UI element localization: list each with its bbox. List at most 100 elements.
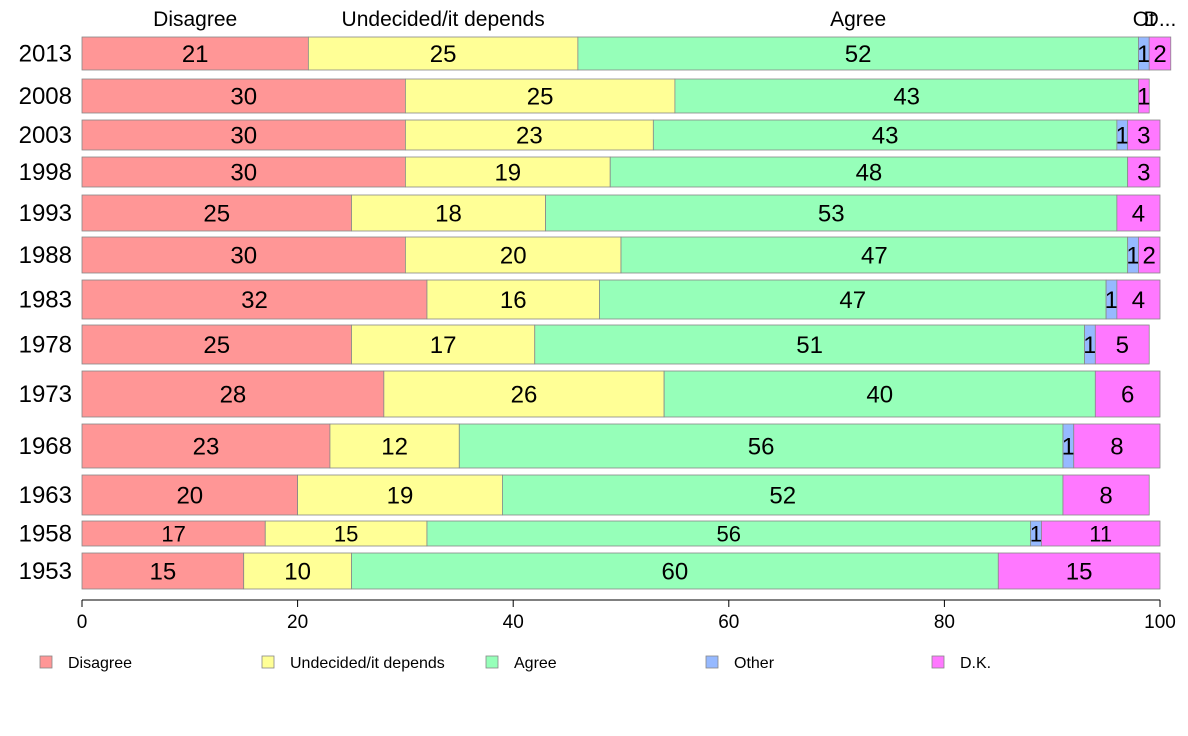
x-tick-label: 80 — [934, 612, 955, 633]
data-label: 30 — [230, 84, 257, 111]
data-label: 3 — [1137, 123, 1150, 150]
data-label: 30 — [230, 123, 257, 150]
bar-segment — [1041, 520, 1161, 547]
data-label: 17 — [161, 521, 185, 546]
data-label: 19 — [494, 160, 521, 187]
bar-segment — [351, 194, 546, 232]
bar-segment — [1138, 78, 1150, 114]
data-label: 1 — [1116, 123, 1129, 150]
data-label: 32 — [241, 287, 268, 314]
bar-segment — [329, 423, 460, 469]
column-header-label: Disagree — [153, 8, 237, 31]
data-label: 51 — [796, 332, 823, 359]
data-label: 16 — [500, 287, 527, 314]
bar-segment — [1116, 279, 1161, 320]
data-label: 40 — [866, 382, 893, 409]
data-label: 18 — [435, 201, 462, 228]
bar-segment — [426, 279, 600, 320]
data-label: 8 — [1110, 434, 1123, 461]
data-label: 53 — [818, 201, 845, 228]
x-axis: 0 20 40 60 80 100 — [77, 599, 1176, 633]
y-tick-label: 1953 — [19, 558, 72, 585]
y-tick-label: 1998 — [19, 159, 72, 186]
bar-segment — [81, 324, 352, 365]
data-label: 2 — [1143, 243, 1156, 270]
data-label: 1 — [1137, 84, 1150, 111]
data-label: 17 — [430, 332, 457, 359]
bar-segment — [383, 370, 665, 418]
data-label: 8 — [1099, 483, 1112, 510]
data-label: 1 — [1126, 243, 1139, 270]
y-tick-label: 1958 — [19, 521, 72, 548]
data-label: 1 — [1105, 287, 1118, 314]
bar-segment — [1094, 324, 1150, 365]
data-label: 56 — [748, 434, 775, 461]
data-label: 25 — [203, 332, 230, 359]
y-tick-label: 2003 — [19, 122, 72, 149]
legend-swatch — [705, 655, 719, 669]
data-label: 4 — [1132, 201, 1145, 228]
y-tick-label: 1978 — [19, 332, 72, 359]
y-tick-label: 1973 — [19, 381, 72, 408]
data-label: 15 — [149, 559, 176, 586]
bar-segment — [997, 552, 1161, 590]
y-tick-label: 2008 — [19, 83, 72, 110]
bar-segment — [1073, 423, 1161, 469]
bar-segment — [351, 324, 536, 365]
bar-segment — [81, 279, 428, 320]
data-label: 4 — [1132, 287, 1145, 314]
bar-segment — [674, 78, 1139, 114]
y-tick-label: 2013 — [19, 41, 72, 68]
bar-segment — [81, 552, 245, 590]
data-label: 1 — [1062, 434, 1075, 461]
bar-segment — [404, 156, 611, 188]
y-tick-label: 1963 — [19, 482, 72, 509]
data-label: 12 — [381, 434, 408, 461]
bar-segment — [81, 156, 406, 188]
data-label: 1 — [1030, 521, 1042, 546]
bar-segment — [458, 423, 1064, 469]
data-label: 15 — [1066, 559, 1093, 586]
bar-segment — [81, 370, 385, 418]
data-label: 3 — [1137, 160, 1150, 187]
column-header-label: Ot — [1133, 8, 1155, 31]
x-tick-label: 60 — [718, 612, 739, 633]
data-label: 25 — [203, 201, 230, 228]
data-label: 1 — [1083, 332, 1096, 359]
data-label: 25 — [430, 41, 457, 68]
bar-segment — [404, 236, 622, 274]
bar-segment — [502, 474, 1064, 516]
bar-segment — [1062, 474, 1150, 516]
bar-segment — [351, 552, 999, 590]
data-label: 43 — [872, 123, 899, 150]
bar-segment — [81, 423, 331, 469]
bar-segment — [81, 474, 299, 516]
bar-segment — [663, 370, 1096, 418]
data-label: 47 — [839, 287, 866, 314]
y-tick-label: 1993 — [19, 200, 72, 227]
bar-segment — [243, 552, 352, 590]
y-tick-label: 1968 — [19, 433, 72, 460]
bar-segment — [652, 119, 1118, 151]
data-label: 23 — [516, 123, 543, 150]
bar-segment — [545, 194, 1118, 232]
x-tick-label: 40 — [503, 612, 524, 633]
data-label: 28 — [220, 382, 247, 409]
data-label: 52 — [845, 41, 872, 68]
bar-area: 21 25 52 1 230 25 43 130 23 43 1 330 19 48 325 18 53 430 2… — [81, 36, 1172, 590]
data-label: 43 — [893, 84, 920, 111]
bar-segment — [599, 279, 1107, 320]
x-tick-label: 0 — [77, 612, 88, 633]
bar-segment — [1094, 370, 1161, 418]
data-label: 6 — [1121, 382, 1134, 409]
bar-segment — [81, 520, 266, 547]
data-label: 5 — [1116, 332, 1129, 359]
bar-segment — [620, 236, 1129, 274]
data-label: 52 — [769, 483, 796, 510]
data-label: 30 — [230, 243, 257, 270]
x-tick-label: 100 — [1144, 612, 1176, 633]
data-label: 26 — [511, 382, 538, 409]
bar-segment — [404, 119, 654, 151]
data-label: 20 — [500, 243, 527, 270]
data-label: 25 — [527, 84, 554, 111]
